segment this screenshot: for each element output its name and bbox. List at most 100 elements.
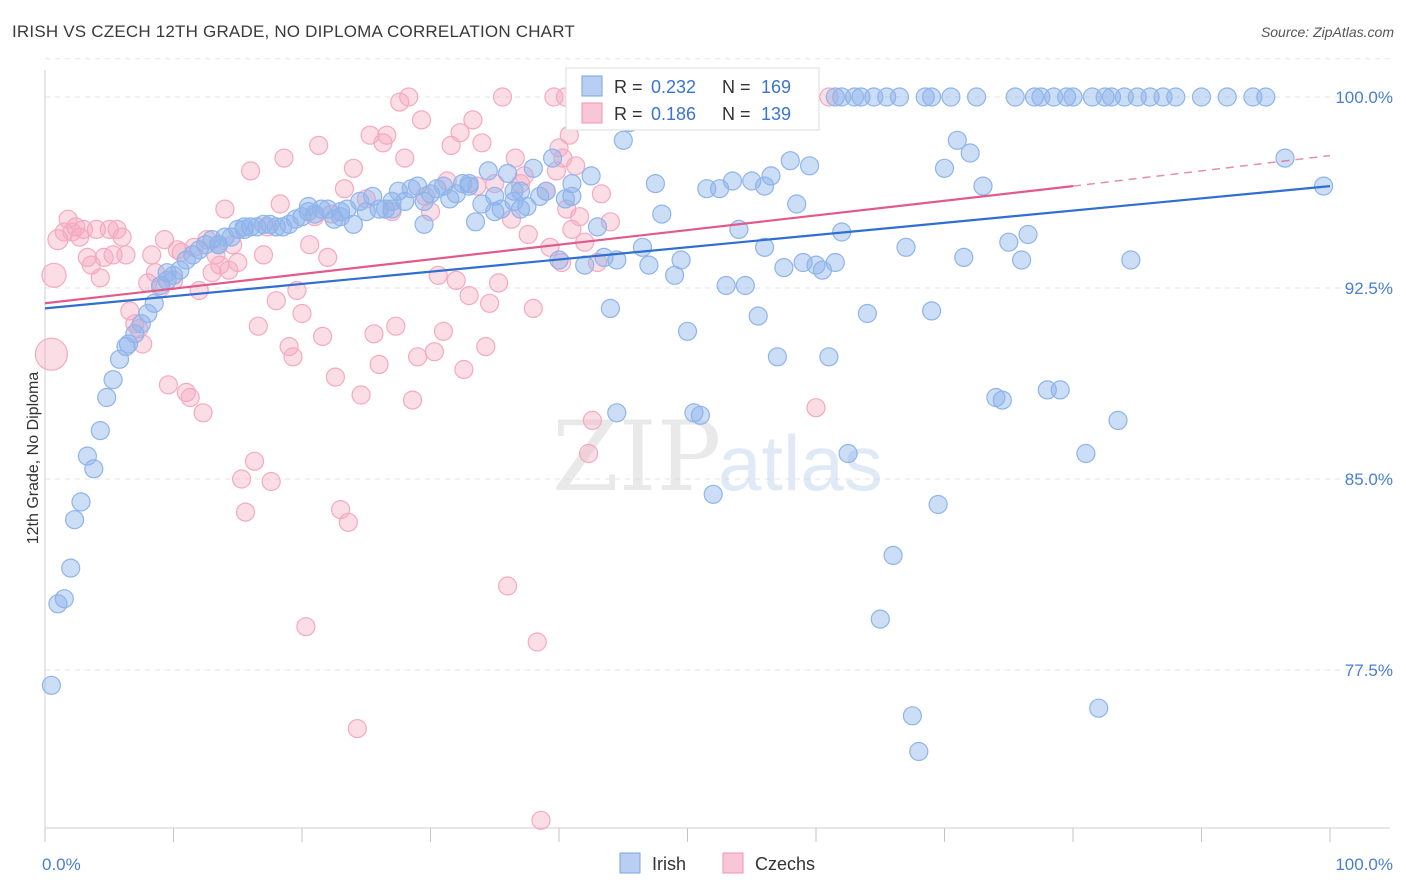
irish-point	[208, 235, 229, 255]
irish-point	[896, 237, 916, 257]
irish-point	[298, 202, 318, 222]
irish-trend-line	[44, 185, 1331, 310]
irish-point	[465, 212, 486, 232]
czech-point	[549, 138, 569, 158]
irish-point	[523, 158, 543, 178]
czech-point	[369, 354, 389, 374]
czech-r-value: 0.186	[651, 104, 696, 124]
czech-point	[454, 359, 474, 380]
irish-point	[735, 275, 755, 296]
irish-point	[581, 166, 601, 186]
irish-point	[870, 609, 890, 629]
irish-point	[819, 347, 839, 367]
czech-point	[399, 87, 419, 107]
irish-point	[838, 443, 858, 464]
czech-point	[463, 110, 483, 130]
czech-trend-extension	[1072, 154, 1331, 187]
irish-point	[64, 510, 85, 530]
czech-point	[228, 252, 248, 273]
irish-point	[754, 176, 775, 196]
irish-point	[498, 163, 518, 183]
chart-title: IRISH VS CZECH 12TH GRADE, NO DIPLOMA CO…	[12, 22, 575, 41]
irish-point	[960, 143, 980, 163]
y-tick-label: 77.5%	[1345, 661, 1393, 680]
irish-point	[1063, 87, 1083, 107]
irish-point	[677, 321, 698, 341]
irish-point	[690, 405, 711, 425]
czech-point	[518, 224, 538, 245]
irish-point	[857, 303, 878, 324]
irish-point	[902, 706, 923, 726]
irish-point	[176, 250, 196, 270]
czech-point	[325, 367, 345, 387]
irish-point	[54, 589, 74, 609]
x-tick-label: 0.0%	[42, 855, 81, 874]
czech-point	[66, 217, 86, 237]
czech-point	[505, 148, 525, 168]
irish-point	[703, 484, 723, 504]
irish-point	[440, 189, 460, 209]
y-tick-label: 100.0%	[1335, 88, 1393, 107]
irish-point	[138, 303, 158, 324]
czech-point	[424, 342, 444, 362]
czech-point	[806, 398, 826, 418]
irish-point	[414, 214, 434, 234]
irish-point	[331, 207, 351, 227]
czech-point	[390, 92, 410, 112]
czech-n-value: 139	[761, 104, 791, 124]
irish-point	[77, 446, 98, 466]
czech-point	[116, 245, 136, 265]
irish-point	[742, 171, 762, 191]
irish-point	[131, 314, 151, 334]
czech-point	[274, 148, 294, 168]
czech-point	[351, 385, 371, 405]
irish-point	[825, 252, 845, 273]
irish-point	[157, 263, 177, 283]
czech-point	[158, 375, 178, 395]
irish-point	[1166, 87, 1186, 107]
irish-point	[966, 87, 987, 107]
irish-point	[562, 174, 582, 194]
irish-point	[909, 741, 929, 762]
irish-points	[41, 87, 1334, 762]
irish-point	[1191, 87, 1212, 107]
czech-point	[527, 632, 547, 652]
irish-point	[607, 403, 627, 423]
irish-point	[125, 324, 145, 344]
czech-point	[476, 337, 496, 357]
irish-point	[889, 87, 910, 107]
stats-box: R = 0.232 N = 169 R = 0.186 N = 139	[565, 67, 820, 131]
czech-point	[334, 179, 354, 199]
czech-swatch	[581, 102, 603, 124]
irish-point	[748, 306, 768, 326]
irish-point	[825, 87, 845, 107]
czech-point	[154, 230, 175, 250]
czech-point	[133, 334, 153, 354]
czech-point	[248, 316, 268, 336]
czech-point	[433, 321, 453, 341]
irish-point	[84, 459, 104, 479]
irish-point	[1024, 87, 1045, 107]
irish-point	[613, 130, 633, 150]
irish-point	[103, 370, 123, 390]
czech-point	[364, 324, 384, 344]
czech-point	[296, 617, 316, 637]
irish-point	[1056, 87, 1077, 107]
y-axis-label: 12th Grade, No Diploma	[25, 372, 42, 545]
irish-point	[928, 494, 948, 515]
czech-point	[546, 161, 567, 181]
czech-point	[411, 110, 432, 130]
czech-point	[90, 268, 110, 288]
czech-point	[591, 184, 612, 204]
czech-point	[377, 125, 397, 145]
czech-point	[253, 245, 274, 265]
irish-point	[510, 199, 531, 219]
irish-r-value: 0.232	[651, 77, 696, 97]
czech-point	[531, 810, 551, 830]
czech-point	[223, 235, 243, 255]
czech-point	[395, 148, 415, 168]
irish-point	[921, 87, 942, 107]
czech-point	[343, 158, 363, 178]
irish-point	[832, 87, 852, 107]
czech-point	[489, 273, 509, 293]
